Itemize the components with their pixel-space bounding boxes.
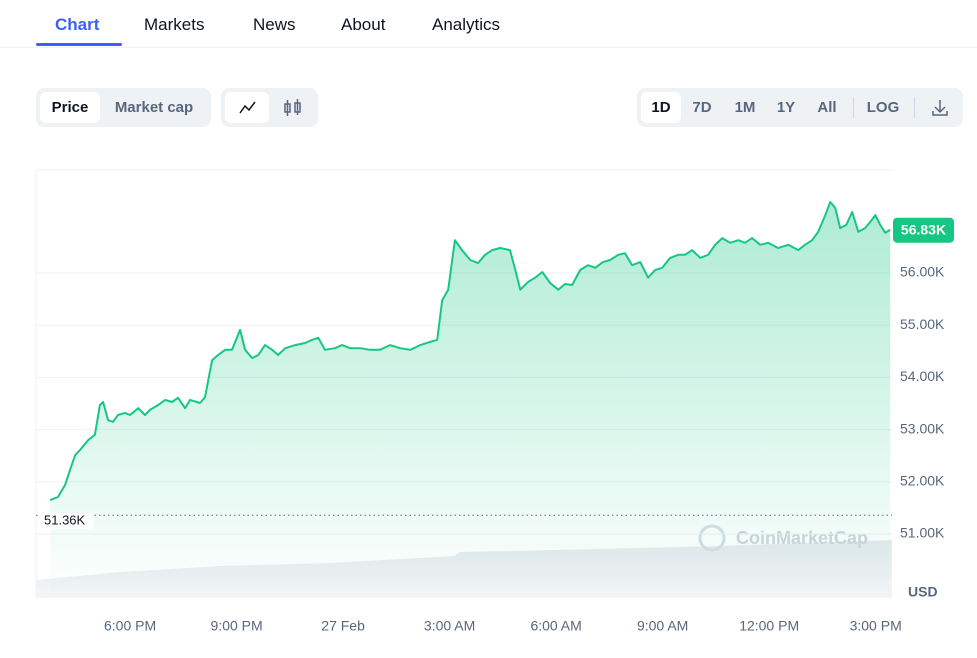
price-area	[50, 202, 891, 598]
y-tick-label: 54.00K	[900, 368, 945, 384]
line-icon	[239, 101, 256, 114]
tab[interactable]: About	[341, 15, 386, 34]
metric-toggle: Price Market cap	[36, 88, 211, 127]
range-button[interactable]: All	[817, 99, 837, 116]
log-button[interactable]: LOG	[866, 99, 900, 116]
x-tick-label: 6:00 AM	[530, 618, 581, 634]
x-tick-label: 12:00 PM	[739, 618, 799, 634]
tab[interactable]: Chart	[55, 15, 100, 34]
range-button[interactable]: 1M	[734, 99, 756, 116]
reference-label: 51.36K	[44, 513, 86, 528]
separator	[914, 97, 915, 118]
y-tick-label: 52.00K	[900, 473, 945, 489]
tab-underline	[36, 43, 122, 46]
range-toggle: 1D 7D 1M 1Y All LOG	[637, 88, 963, 127]
current-price-label: 56.83K	[901, 221, 946, 237]
toggle-button[interactable]: Price	[40, 92, 100, 123]
current-price-badge	[893, 217, 954, 243]
watermark: CoinMarketCap	[698, 524, 868, 552]
tab[interactable]: Analytics	[432, 15, 501, 34]
watermark-text: CoinMarketCap	[736, 528, 868, 548]
tab[interactable]: News	[253, 15, 296, 34]
y-tick-label: 55.00K	[900, 316, 945, 332]
x-tick-label: 3:00 PM	[850, 618, 902, 634]
candle-icon	[284, 99, 301, 116]
tab[interactable]: Markets	[144, 15, 205, 34]
separator	[853, 97, 854, 118]
y-tick-label: 51.00K	[900, 525, 945, 541]
price-line	[49, 201, 891, 502]
volume-area	[36, 540, 892, 598]
range-button[interactable]: 1Y	[776, 99, 796, 116]
x-tick-label: 27 Feb	[321, 618, 365, 634]
x-tick-label: 9:00 PM	[211, 618, 263, 634]
toggle-button[interactable]: Market cap	[114, 99, 194, 116]
line-style-button[interactable]	[225, 92, 269, 123]
x-tick-label: 3:00 AM	[424, 618, 475, 634]
x-tick-label: 9:00 AM	[637, 618, 688, 634]
range-button[interactable]: 7D	[692, 99, 712, 116]
chart-style-toggle	[221, 88, 318, 127]
download-icon	[932, 100, 948, 116]
download-button[interactable]	[921, 92, 959, 123]
tab-bar: Chart Markets News About Analytics	[0, 0, 977, 48]
x-tick-label: 6:00 PM	[104, 618, 156, 634]
y-tick-label: 56.00K	[900, 264, 945, 280]
reference-label-bg	[40, 513, 94, 530]
candle-style-button[interactable]	[271, 92, 315, 123]
range-button[interactable]: 1D	[641, 92, 681, 123]
y-axis-label: USD	[908, 584, 938, 600]
y-tick-label: 53.00K	[900, 420, 945, 436]
